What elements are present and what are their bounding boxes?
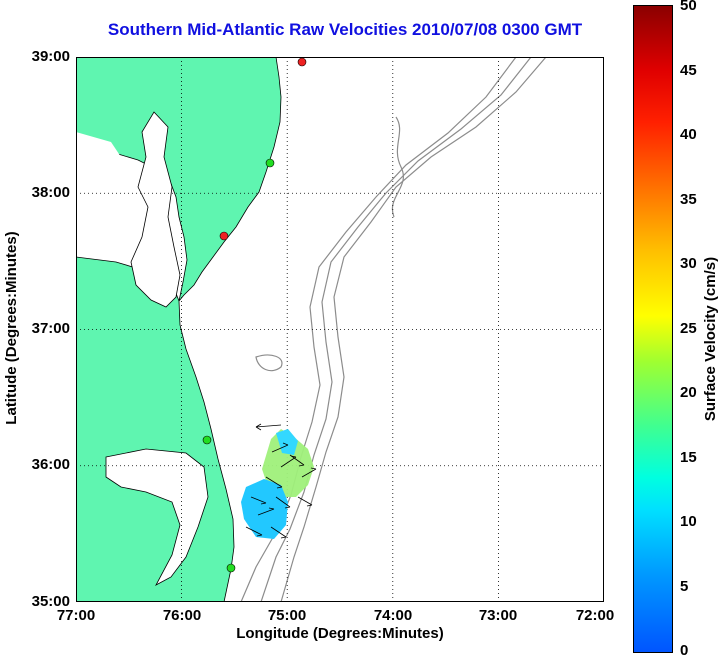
radar-site-2 — [265, 158, 275, 168]
map-grid — [76, 57, 604, 602]
colorbar-tick: 10 — [680, 513, 697, 530]
map-title: Southern Mid-Atlantic Raw Velocities 201… — [107, 20, 583, 39]
colorbar-tick: 40 — [680, 126, 697, 143]
y-tick-label: 38:00 — [31, 184, 70, 201]
y-tick-label: 37:00 — [31, 320, 70, 337]
velocity-arrows — [245, 423, 317, 539]
radar-site-3 — [219, 231, 229, 241]
radar-site-1 — [297, 57, 307, 67]
x-tick-label: 76:00 — [162, 607, 202, 624]
velocity-patch-cyan-upper — [276, 429, 298, 455]
pamlico-sound — [105, 448, 209, 586]
x-tick-label: 72:00 — [575, 607, 615, 624]
colorbar-tick: 5 — [680, 578, 689, 595]
colorbar-tick: 35 — [680, 191, 697, 208]
colorbar-tick: 20 — [680, 384, 697, 401]
velocity-patch-green — [262, 429, 314, 497]
radar-site-4 — [202, 435, 212, 445]
y-tick-label: 36:00 — [31, 456, 70, 473]
y-tick-label: 39:00 — [31, 48, 70, 65]
velocity-patch-cyan-lower — [241, 479, 288, 539]
radar-site-5 — [226, 563, 236, 573]
x-tick-label: 77:00 — [56, 607, 96, 624]
land-virginia — [76, 256, 235, 602]
y-tick-label: 35:00 — [31, 593, 70, 610]
colorbar-tick: 0 — [680, 642, 689, 659]
colorbar-tick: 30 — [680, 255, 697, 272]
y-axis-label: Latitude (Degrees:Minutes) — [3, 231, 20, 425]
colorbar-tick: 25 — [680, 320, 697, 337]
chesapeake-bay — [130, 111, 181, 308]
x-tick-label: 74:00 — [373, 607, 413, 624]
x-tick-label: 73:00 — [478, 607, 518, 624]
colorbar-tick: 15 — [680, 449, 697, 466]
map-plot-area — [76, 57, 604, 602]
colorbar — [633, 5, 673, 653]
delaware-bay — [76, 132, 121, 167]
colorbar-label: Surface Velocity (cm/s) — [702, 256, 719, 422]
velocity-field — [241, 429, 314, 539]
colorbar-tick: 50 — [680, 0, 697, 14]
x-axis-label: Longitude (Degrees:Minutes) — [236, 625, 444, 642]
map-svg — [76, 57, 604, 602]
colorbar-tick: 45 — [680, 62, 697, 79]
x-tick-label: 75:00 — [267, 607, 307, 624]
